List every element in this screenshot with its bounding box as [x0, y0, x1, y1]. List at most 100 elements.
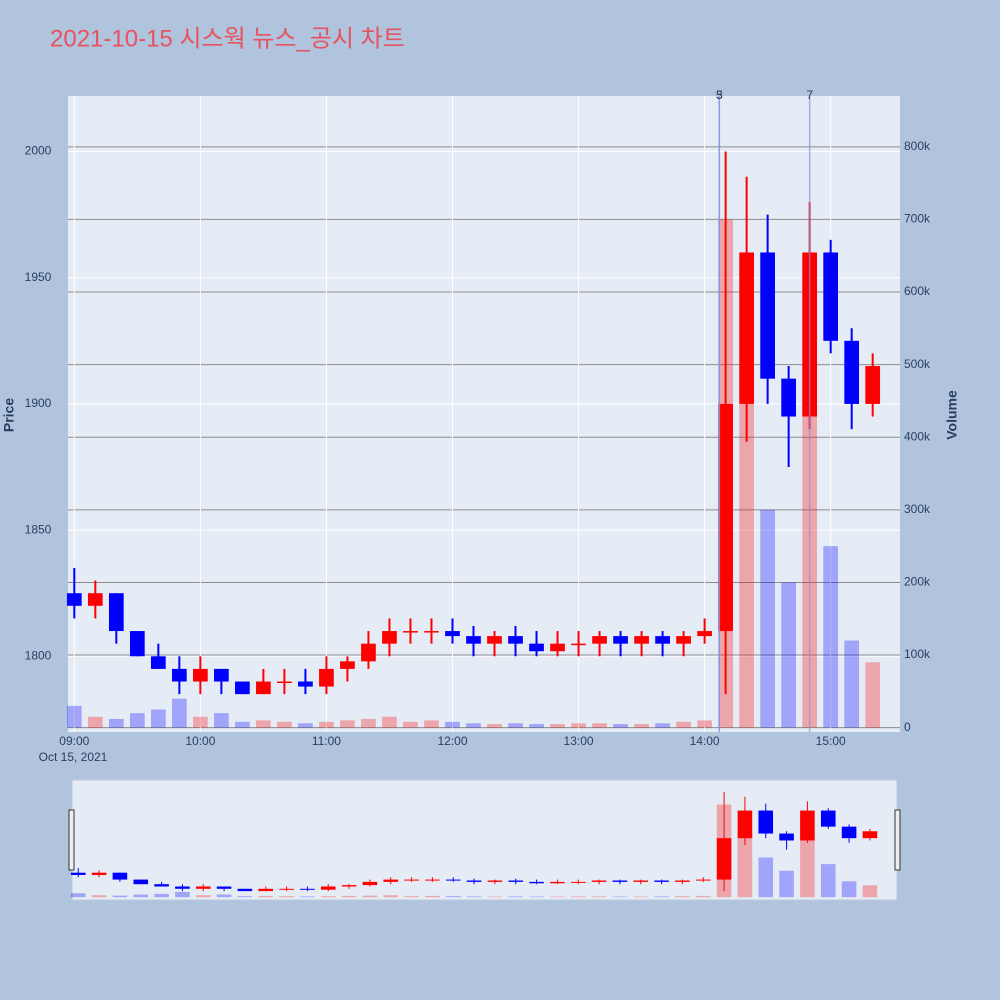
candle-body [66, 593, 82, 606]
volume-bar [108, 718, 124, 728]
volume-bar [466, 723, 481, 728]
slider-volume-bar [487, 896, 503, 898]
slider-candle-body [675, 880, 690, 882]
x-tick-label: 11:00 [312, 734, 341, 748]
slider-candle-body [508, 880, 524, 882]
y2-tick-label: 700k [904, 212, 931, 226]
y2-tick-label: 400k [904, 429, 931, 443]
slider-volume-bar [570, 896, 586, 898]
volume-bar [508, 723, 523, 728]
candle-body [508, 636, 523, 644]
slider-volume-bar [175, 891, 190, 898]
slider-candle-body [70, 872, 86, 875]
candle-body [760, 252, 775, 379]
volume-bar [634, 724, 649, 728]
candle-body [655, 636, 670, 644]
x-tick-label: 12:00 [437, 734, 467, 748]
slider-volume-bar [258, 895, 274, 898]
candle-body [697, 631, 712, 637]
x-tick-label: 13:00 [564, 734, 594, 748]
slider-volume-bar [675, 896, 690, 898]
slider-candle-body [445, 879, 461, 881]
slider-volume-bar [508, 896, 524, 898]
volume-bar [361, 718, 376, 728]
candle-body [571, 643, 586, 646]
y-tick-label: 1800 [25, 648, 52, 662]
slider-volume-bar [737, 830, 753, 898]
slider-volume-bar [758, 857, 774, 898]
slider-volume-bar [466, 896, 482, 898]
volume-bar [277, 721, 292, 728]
candle-body [87, 593, 103, 606]
slider-candle-body [258, 888, 274, 892]
candle-body [592, 636, 607, 644]
slider-volume-bar [195, 895, 211, 898]
slider-handle[interactable] [894, 809, 901, 871]
x-tick-label: 14:00 [690, 734, 720, 748]
event-label: 5 [716, 88, 723, 102]
slider-volume-bar [237, 896, 253, 898]
slider-volume-bar [862, 885, 878, 898]
volume-bar [87, 716, 103, 728]
y2-tick-label: 800k [904, 139, 931, 153]
candle-body [613, 636, 628, 644]
slider-candle-body [487, 880, 503, 882]
x-tick-label: 09:00 [59, 734, 89, 748]
slider-volume-bar [320, 896, 336, 898]
slider-volume-bar [154, 893, 169, 898]
volume-bar [550, 724, 565, 728]
candle-body [823, 252, 839, 341]
y-axis-title: Price [1, 398, 17, 432]
slider-volume-bar [279, 896, 294, 898]
candle-body [256, 681, 271, 695]
volume-bar [319, 721, 334, 728]
slider-volume-bar [591, 896, 607, 898]
slider-candle-body [175, 886, 190, 889]
candle-body [298, 681, 313, 687]
volume-bar [529, 724, 544, 728]
slider-candle-body [550, 881, 565, 884]
volume-bar [214, 713, 229, 728]
candle-body [487, 636, 502, 644]
volume-bar [424, 720, 439, 728]
slider-candle-body [112, 872, 128, 880]
candle-body [193, 668, 208, 682]
slider-candle-body [91, 872, 107, 875]
candle-body [634, 636, 649, 644]
slider-volume-bar [341, 895, 357, 898]
slider-handle[interactable] [68, 809, 75, 871]
slider-candle-body [466, 880, 482, 882]
candle-body [844, 340, 860, 404]
volume-bar [445, 721, 460, 728]
volume-bar [340, 720, 355, 728]
volume-bar [781, 582, 796, 728]
candle-body [108, 593, 124, 632]
slider-volume-bar [800, 837, 815, 898]
range-slider[interactable] [71, 779, 898, 901]
x-tick-label: 10:00 [185, 734, 215, 748]
slider-volume-bar [529, 896, 544, 898]
volume-bar [592, 723, 607, 728]
candle-body [150, 656, 166, 669]
volume-bar [613, 724, 628, 728]
y2-tick-label: 200k [904, 575, 931, 589]
candle-body [235, 681, 250, 695]
candle-body [676, 636, 691, 644]
candle-body [424, 631, 439, 633]
volume-bar [844, 640, 860, 728]
plot-area [68, 96, 900, 732]
slider-candle-body [237, 888, 253, 892]
slider-volume-bar [404, 896, 419, 898]
slider-candle-body [633, 880, 649, 882]
slider-volume-bar [70, 893, 86, 898]
slider-volume-bar [112, 895, 128, 898]
volume-bar [676, 721, 691, 728]
candle-body [466, 636, 481, 644]
slider-candle-body [862, 831, 878, 839]
volume-bar [403, 721, 418, 728]
y2-tick-label: 500k [904, 357, 931, 371]
y-tick-label: 1900 [25, 396, 52, 410]
candle-body [718, 403, 733, 632]
slider-volume-bar [383, 895, 399, 898]
